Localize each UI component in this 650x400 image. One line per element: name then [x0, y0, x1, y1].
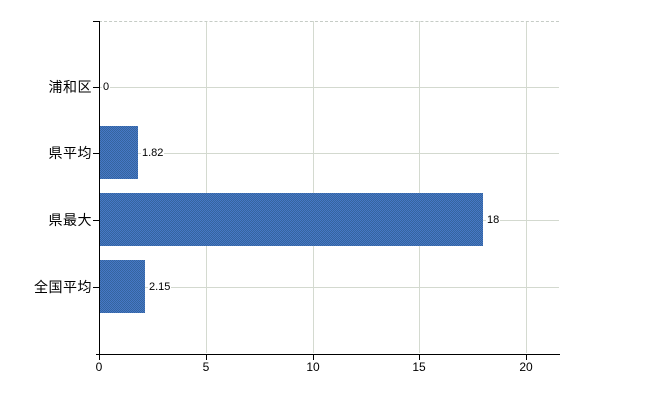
category-label: 県平均: [48, 145, 92, 161]
x-axis-tick: [99, 355, 100, 360]
gridline-horizontal: [100, 87, 559, 88]
x-axis-tick-label: 5: [202, 360, 210, 374]
x-axis-tick-label: 20: [519, 360, 533, 374]
plot-top-border: [99, 21, 559, 22]
bar: [100, 126, 138, 179]
y-axis-tick: [93, 153, 99, 154]
x-axis-tick-label: 15: [412, 360, 426, 374]
gridline-vertical: [206, 21, 207, 353]
y-axis-tick: [93, 287, 99, 288]
y-axis-tick: [93, 87, 99, 88]
x-axis-tick: [206, 355, 207, 360]
value-label: 1.82: [141, 147, 165, 159]
value-label: 0: [102, 81, 111, 93]
x-axis-tick-label: 10: [306, 360, 320, 374]
category-label: 浦和区: [48, 79, 92, 95]
x-axis-tick-label: 0: [95, 360, 103, 374]
value-label: 2.15: [148, 281, 172, 293]
y-axis-line: [99, 21, 100, 355]
category-label: 全国平均: [34, 279, 92, 295]
gridline-vertical: [526, 21, 527, 353]
category-label: 県最大: [48, 212, 92, 228]
gridline-vertical: [313, 21, 314, 353]
value-label: 18: [486, 214, 501, 226]
y-axis-top-tick: [93, 21, 99, 22]
gridline-vertical: [419, 21, 420, 353]
gridline-horizontal: [100, 153, 559, 154]
bar: [100, 193, 483, 246]
x-axis-tick: [313, 355, 314, 360]
x-axis-line: [96, 354, 560, 355]
x-axis-tick: [419, 355, 420, 360]
gridline-horizontal: [100, 287, 559, 288]
x-axis-tick: [526, 355, 527, 360]
bar: [100, 260, 145, 313]
y-axis-tick: [93, 220, 99, 221]
